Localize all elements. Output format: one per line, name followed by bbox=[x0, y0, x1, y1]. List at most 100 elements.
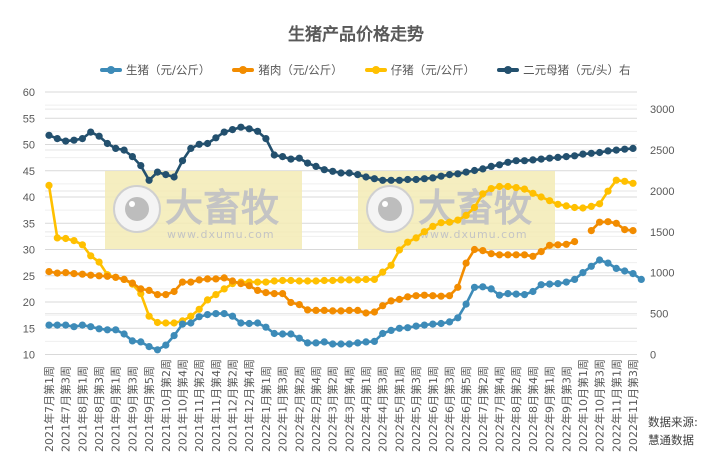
data-point bbox=[220, 310, 228, 318]
data-point bbox=[554, 241, 562, 249]
data-point bbox=[295, 277, 303, 285]
data-point bbox=[304, 277, 312, 285]
data-point bbox=[537, 193, 545, 201]
svg-text:2022年10月第3周: 2022年10月第3周 bbox=[593, 359, 607, 452]
data-point bbox=[237, 123, 245, 131]
data-point bbox=[562, 278, 570, 286]
svg-text:0: 0 bbox=[650, 350, 656, 362]
data-point bbox=[195, 305, 203, 313]
data-point bbox=[53, 135, 61, 143]
data-point bbox=[178, 278, 187, 286]
data-point bbox=[112, 326, 120, 334]
data-point bbox=[487, 185, 495, 193]
data-point bbox=[612, 264, 620, 272]
data-point bbox=[220, 285, 228, 293]
data-point bbox=[362, 309, 370, 317]
data-point bbox=[462, 259, 470, 267]
svg-text:2022年6月第1周: 2022年6月第1周 bbox=[426, 366, 440, 452]
data-point bbox=[479, 247, 487, 255]
svg-text:2022年9月第3周: 2022年9月第3周 bbox=[559, 366, 573, 452]
legend-label: 猪肉（元/公斤） bbox=[258, 63, 343, 77]
data-point bbox=[203, 275, 212, 283]
data-point bbox=[329, 307, 337, 315]
data-point bbox=[103, 272, 111, 280]
data-point bbox=[621, 226, 629, 234]
data-point bbox=[512, 157, 520, 165]
data-point bbox=[487, 162, 495, 170]
data-point bbox=[512, 290, 520, 298]
data-point bbox=[370, 308, 378, 316]
left-y-axis: 10 15 20 25 30 35 40 45 50 55 60 bbox=[23, 87, 35, 362]
data-point bbox=[62, 137, 70, 145]
data-point bbox=[254, 278, 262, 286]
data-point bbox=[520, 185, 529, 193]
data-point bbox=[546, 280, 554, 288]
svg-text:2022年3月第4周: 2022年3月第4周 bbox=[342, 366, 356, 452]
data-point bbox=[487, 285, 495, 293]
svg-text:大畜牧: 大畜牧 bbox=[165, 186, 280, 230]
data-point bbox=[295, 301, 303, 309]
data-point bbox=[445, 171, 454, 179]
data-point bbox=[212, 275, 220, 283]
data-point bbox=[629, 144, 637, 152]
data-point bbox=[612, 176, 620, 184]
source-label: 数据来源: bbox=[648, 415, 698, 429]
data-point bbox=[529, 156, 537, 164]
data-point bbox=[462, 211, 470, 219]
data-point bbox=[220, 274, 228, 282]
svg-text:2022年6月第3周: 2022年6月第3周 bbox=[443, 366, 457, 452]
data-point bbox=[153, 346, 162, 354]
data-point bbox=[70, 136, 78, 144]
data-point bbox=[462, 168, 470, 176]
legend-label: 生猪（元/公斤） bbox=[126, 63, 211, 77]
data-point bbox=[437, 172, 445, 180]
data-point bbox=[87, 252, 95, 260]
data-point bbox=[429, 292, 437, 300]
data-point bbox=[412, 234, 420, 242]
data-point bbox=[53, 234, 61, 242]
data-point bbox=[379, 268, 387, 276]
data-point bbox=[454, 283, 462, 291]
data-point bbox=[112, 144, 120, 152]
data-point bbox=[153, 318, 162, 327]
data-point bbox=[395, 295, 403, 303]
data-point bbox=[337, 169, 345, 177]
data-point bbox=[354, 306, 362, 314]
data-point bbox=[312, 277, 320, 285]
data-point bbox=[195, 313, 203, 321]
legend-line-marker-icon bbox=[232, 66, 255, 74]
chart-legend: 生猪（元/公斤） 猪肉（元/公斤） 仔猪（元/公斤） 二元母猪（元/头）右 bbox=[100, 62, 631, 78]
data-point bbox=[120, 146, 128, 154]
svg-text:2021年12月第2周: 2021年12月第2周 bbox=[226, 359, 240, 452]
data-point bbox=[379, 302, 387, 310]
data-point bbox=[387, 176, 395, 184]
data-point bbox=[70, 237, 78, 245]
svg-text:2021年10月第2周: 2021年10月第2周 bbox=[159, 359, 173, 452]
data-point bbox=[562, 202, 570, 210]
data-point bbox=[345, 169, 353, 177]
data-point bbox=[404, 238, 412, 246]
data-point bbox=[387, 297, 395, 305]
svg-text:2021年7月第3周: 2021年7月第3周 bbox=[59, 366, 73, 452]
data-point bbox=[395, 176, 403, 184]
data-point bbox=[571, 238, 579, 246]
data-point bbox=[95, 132, 103, 140]
data-point bbox=[571, 275, 579, 283]
data-point bbox=[387, 261, 395, 269]
data-point bbox=[629, 227, 637, 235]
data-point bbox=[70, 323, 78, 331]
data-point bbox=[604, 147, 612, 155]
data-point bbox=[337, 340, 345, 348]
data-point bbox=[420, 321, 428, 329]
data-point bbox=[162, 171, 170, 179]
data-point bbox=[279, 330, 287, 338]
data-point bbox=[579, 204, 587, 212]
data-point bbox=[354, 339, 362, 347]
svg-text:www.dxumu.com: www.dxumu.com bbox=[167, 228, 275, 241]
data-point bbox=[254, 319, 262, 327]
data-point bbox=[145, 312, 153, 320]
data-point bbox=[128, 337, 136, 345]
data-point bbox=[170, 287, 178, 296]
